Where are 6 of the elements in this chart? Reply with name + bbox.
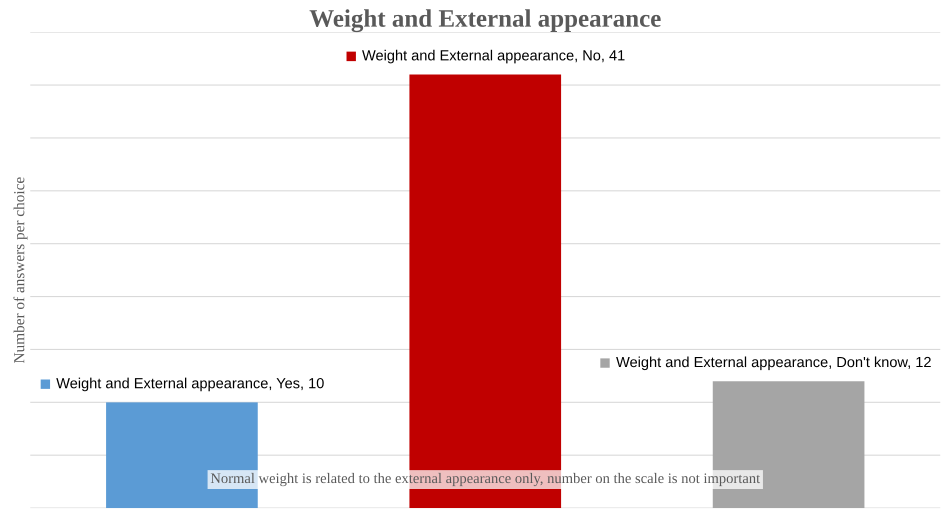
data-label: Weight and External appearance, No, 41 [362,50,624,64]
data-label: Weight and External appearance, Don't know, 12 [616,356,931,370]
data-label: Weight and External appearance, Yes, 10 [56,378,324,392]
y-axis-title: Number of answers per choice [13,177,28,364]
chart-title: Weight and External appearance [310,9,661,32]
annotation: Normal weight is related to the external appearance only, number on the scale is not important [210,472,760,486]
